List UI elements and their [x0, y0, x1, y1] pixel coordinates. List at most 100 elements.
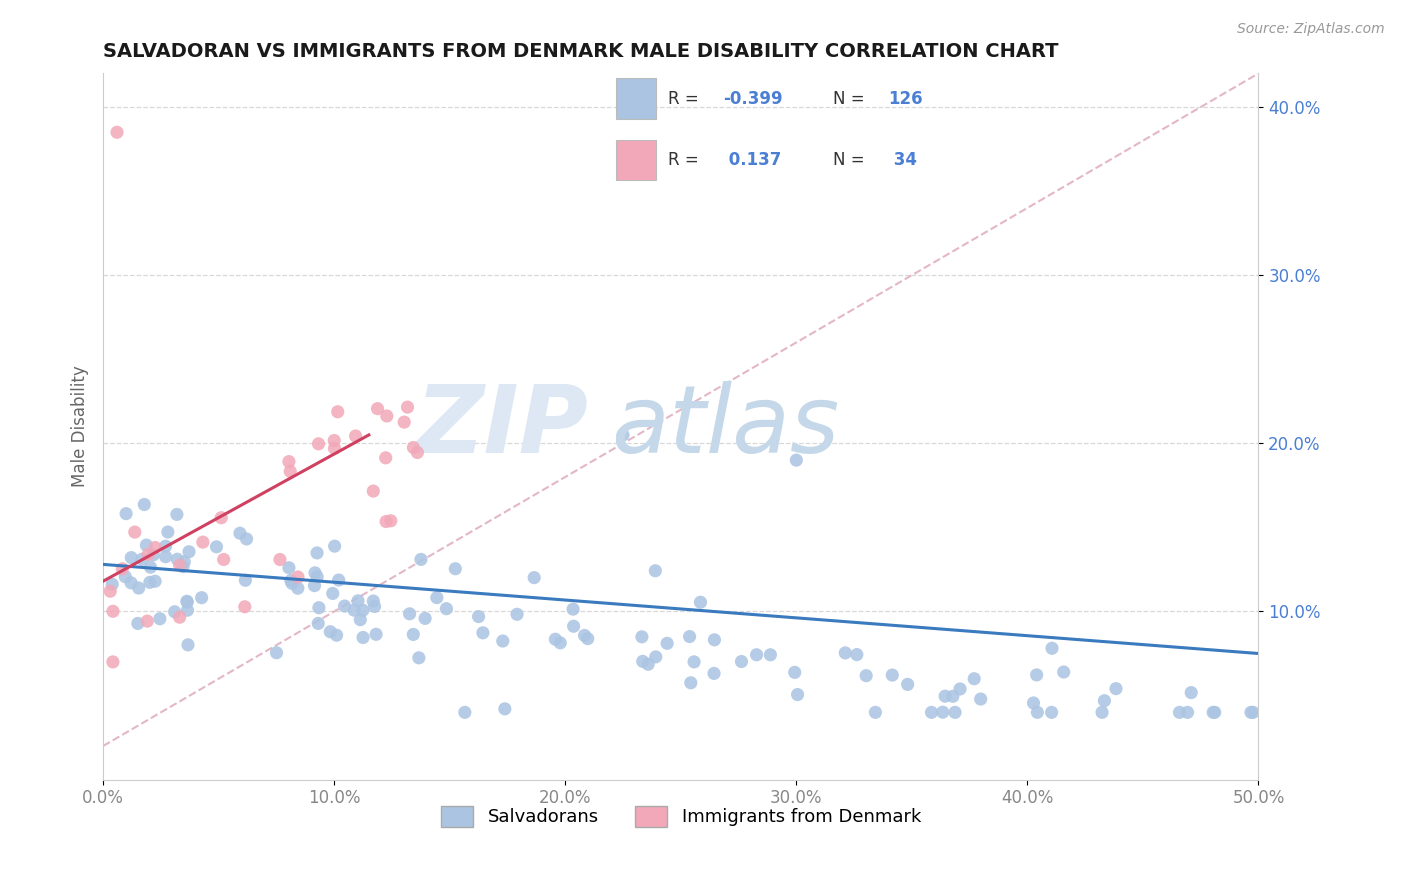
- Point: [413, 611, 436, 625]
- Point: [277, 454, 299, 468]
- Point: [139, 560, 162, 574]
- Point: [131, 552, 153, 566]
- Point: [544, 632, 567, 647]
- Text: R =: R =: [668, 89, 699, 108]
- Point: [323, 442, 346, 456]
- Point: [120, 575, 142, 590]
- Point: [115, 507, 138, 521]
- Point: [1091, 706, 1114, 720]
- Point: [287, 581, 309, 595]
- Point: [834, 646, 856, 660]
- Point: [235, 574, 257, 588]
- Point: [1022, 696, 1045, 710]
- Point: [1105, 681, 1128, 696]
- Point: [105, 125, 128, 139]
- Point: [845, 648, 868, 662]
- Point: [139, 575, 162, 590]
- Point: [1092, 694, 1115, 708]
- Point: [380, 514, 402, 528]
- Text: Source: ZipAtlas.com: Source: ZipAtlas.com: [1237, 22, 1385, 37]
- Point: [1040, 641, 1063, 656]
- Point: [934, 689, 956, 703]
- Point: [637, 657, 659, 672]
- Point: [136, 614, 159, 628]
- Point: [308, 437, 330, 451]
- Point: [191, 535, 214, 549]
- Point: [347, 594, 370, 608]
- Point: [143, 541, 166, 555]
- Point: [205, 540, 228, 554]
- Point: [333, 599, 356, 613]
- Point: [454, 706, 477, 720]
- Point: [364, 627, 387, 641]
- Point: [101, 577, 124, 591]
- Point: [574, 628, 596, 642]
- FancyBboxPatch shape: [616, 140, 655, 180]
- Point: [882, 668, 904, 682]
- Point: [101, 604, 124, 618]
- Text: atlas: atlas: [612, 381, 839, 472]
- FancyBboxPatch shape: [616, 78, 655, 119]
- Text: R =: R =: [668, 151, 699, 169]
- Point: [398, 607, 420, 621]
- Point: [326, 405, 349, 419]
- Point: [166, 508, 188, 522]
- Point: [142, 548, 165, 562]
- Point: [323, 434, 346, 448]
- Point: [304, 566, 326, 580]
- Point: [176, 594, 198, 608]
- Point: [367, 401, 389, 416]
- Point: [678, 630, 700, 644]
- Point: [127, 616, 149, 631]
- Point: [949, 681, 972, 696]
- Point: [612, 428, 634, 442]
- Point: [176, 603, 198, 617]
- Point: [562, 619, 585, 633]
- Point: [969, 692, 991, 706]
- Point: [352, 603, 374, 617]
- Point: [855, 668, 877, 682]
- Point: [352, 631, 374, 645]
- Point: [1204, 706, 1226, 720]
- Point: [308, 600, 330, 615]
- Point: [644, 649, 666, 664]
- Point: [136, 548, 159, 562]
- Text: ZIP: ZIP: [416, 381, 588, 473]
- Text: SALVADORAN VS IMMIGRANTS FROM DENMARK MALE DISABILITY CORRELATION CHART: SALVADORAN VS IMMIGRANTS FROM DENMARK MA…: [103, 42, 1059, 61]
- Point: [212, 552, 235, 566]
- Point: [408, 650, 430, 665]
- Point: [229, 526, 252, 541]
- Point: [307, 546, 329, 560]
- Point: [402, 441, 425, 455]
- Point: [149, 612, 172, 626]
- Point: [233, 599, 256, 614]
- Point: [562, 602, 585, 616]
- Point: [173, 555, 195, 569]
- Point: [932, 705, 955, 719]
- Point: [492, 634, 515, 648]
- Point: [363, 599, 385, 614]
- Point: [548, 636, 571, 650]
- Point: [325, 628, 347, 642]
- Point: [1168, 706, 1191, 720]
- Point: [307, 616, 329, 631]
- Point: [921, 706, 943, 720]
- Point: [190, 591, 212, 605]
- Point: [361, 484, 384, 499]
- Text: -0.399: -0.399: [723, 89, 782, 108]
- Point: [169, 558, 191, 573]
- Text: 0.137: 0.137: [723, 151, 782, 169]
- Point: [494, 702, 516, 716]
- Point: [374, 450, 396, 465]
- Point: [786, 688, 808, 702]
- Point: [155, 549, 177, 564]
- Point: [396, 400, 419, 414]
- Point: [942, 690, 965, 704]
- Point: [703, 632, 725, 647]
- Point: [266, 646, 288, 660]
- Point: [943, 706, 966, 720]
- Point: [1240, 706, 1263, 720]
- Point: [644, 564, 666, 578]
- Point: [426, 591, 449, 605]
- Point: [1053, 665, 1076, 679]
